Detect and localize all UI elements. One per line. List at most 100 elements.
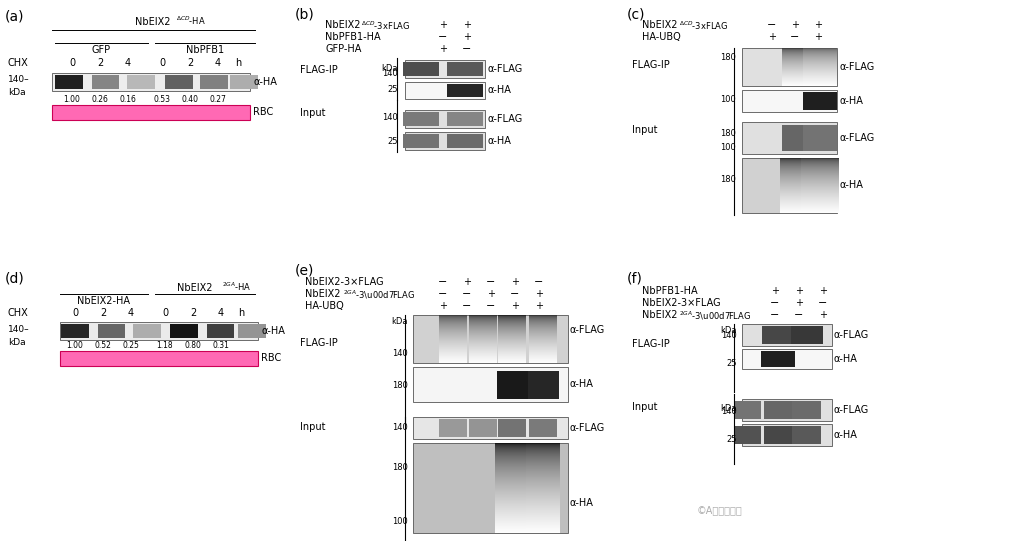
Bar — [529, 351, 557, 352]
Bar — [801, 171, 839, 172]
Text: 0.27: 0.27 — [210, 95, 226, 104]
Bar — [782, 70, 816, 71]
Bar — [469, 355, 497, 356]
Bar — [801, 179, 839, 180]
Bar — [801, 161, 839, 162]
Text: 4: 4 — [215, 58, 221, 68]
Bar — [780, 172, 818, 173]
Bar — [742, 424, 831, 446]
Bar — [803, 81, 837, 82]
Bar — [526, 520, 560, 521]
Text: α-FLAG: α-FLAG — [839, 133, 874, 143]
Text: 2: 2 — [97, 58, 103, 68]
Bar — [526, 514, 560, 515]
Bar — [499, 328, 526, 329]
Bar — [526, 498, 560, 499]
Bar — [499, 330, 526, 331]
Bar — [529, 359, 557, 360]
Text: −: − — [770, 310, 779, 320]
Bar — [526, 450, 560, 451]
Bar — [526, 507, 560, 508]
Bar — [496, 467, 529, 468]
Bar — [529, 345, 557, 346]
Bar — [803, 71, 837, 72]
Bar — [803, 66, 837, 67]
Text: +: + — [463, 32, 471, 42]
Text: GFP: GFP — [92, 45, 111, 55]
Bar — [527, 371, 559, 399]
Bar — [91, 75, 120, 89]
Bar — [499, 341, 526, 342]
Bar — [469, 325, 497, 326]
Bar — [439, 337, 467, 338]
Bar — [526, 494, 560, 495]
Bar — [439, 335, 467, 336]
Bar — [496, 472, 529, 473]
Bar — [526, 510, 560, 511]
Bar — [499, 354, 526, 355]
Bar — [439, 344, 467, 345]
Bar — [780, 208, 818, 209]
Bar — [469, 326, 497, 327]
Bar — [793, 426, 821, 444]
Bar — [496, 508, 529, 509]
Bar — [780, 198, 818, 199]
Text: 25: 25 — [387, 85, 398, 95]
Bar — [496, 476, 529, 477]
Text: Input: Input — [300, 422, 326, 432]
Bar — [496, 494, 529, 495]
Bar — [526, 512, 560, 513]
Bar — [469, 359, 497, 360]
Bar — [526, 485, 560, 486]
Bar — [526, 492, 560, 493]
Bar — [496, 447, 529, 448]
Text: $^{\Delta CD}$-3xFLAG: $^{\Delta CD}$-3xFLAG — [679, 20, 728, 32]
Bar — [499, 323, 526, 324]
Bar — [496, 517, 529, 518]
Bar — [801, 195, 839, 196]
Bar — [801, 169, 839, 170]
Bar — [469, 334, 497, 335]
Text: RBC: RBC — [261, 353, 282, 363]
Bar — [529, 350, 557, 351]
Bar — [499, 319, 526, 320]
Bar — [439, 336, 467, 337]
Bar — [803, 55, 837, 56]
Bar — [439, 322, 467, 323]
Bar — [439, 351, 467, 352]
Bar — [529, 338, 557, 339]
Bar — [499, 331, 526, 332]
Text: FLAG-IP: FLAG-IP — [300, 65, 338, 75]
Bar — [469, 341, 497, 342]
Bar — [801, 172, 839, 173]
Bar — [780, 211, 818, 212]
Bar — [780, 158, 818, 159]
Bar — [529, 352, 557, 353]
Bar — [761, 351, 795, 367]
Bar — [780, 169, 818, 170]
Bar — [529, 361, 557, 362]
Text: +: + — [535, 301, 543, 311]
Text: −: − — [462, 289, 472, 299]
Bar — [782, 68, 816, 69]
Bar — [499, 356, 526, 357]
Bar — [526, 528, 560, 529]
Bar — [801, 205, 839, 206]
Bar — [526, 458, 560, 459]
Bar — [526, 502, 560, 503]
Bar — [803, 58, 837, 59]
Bar — [742, 122, 837, 154]
Bar — [801, 202, 839, 203]
Bar — [803, 63, 837, 64]
Bar — [496, 461, 529, 462]
Text: 1.18: 1.18 — [157, 341, 173, 350]
Bar — [803, 70, 837, 71]
Bar — [439, 329, 467, 330]
Bar — [439, 338, 467, 339]
Text: +: + — [814, 32, 822, 42]
Bar — [526, 531, 560, 532]
Bar — [526, 525, 560, 526]
Bar — [801, 160, 839, 161]
Bar — [529, 318, 557, 319]
Bar — [793, 401, 821, 419]
